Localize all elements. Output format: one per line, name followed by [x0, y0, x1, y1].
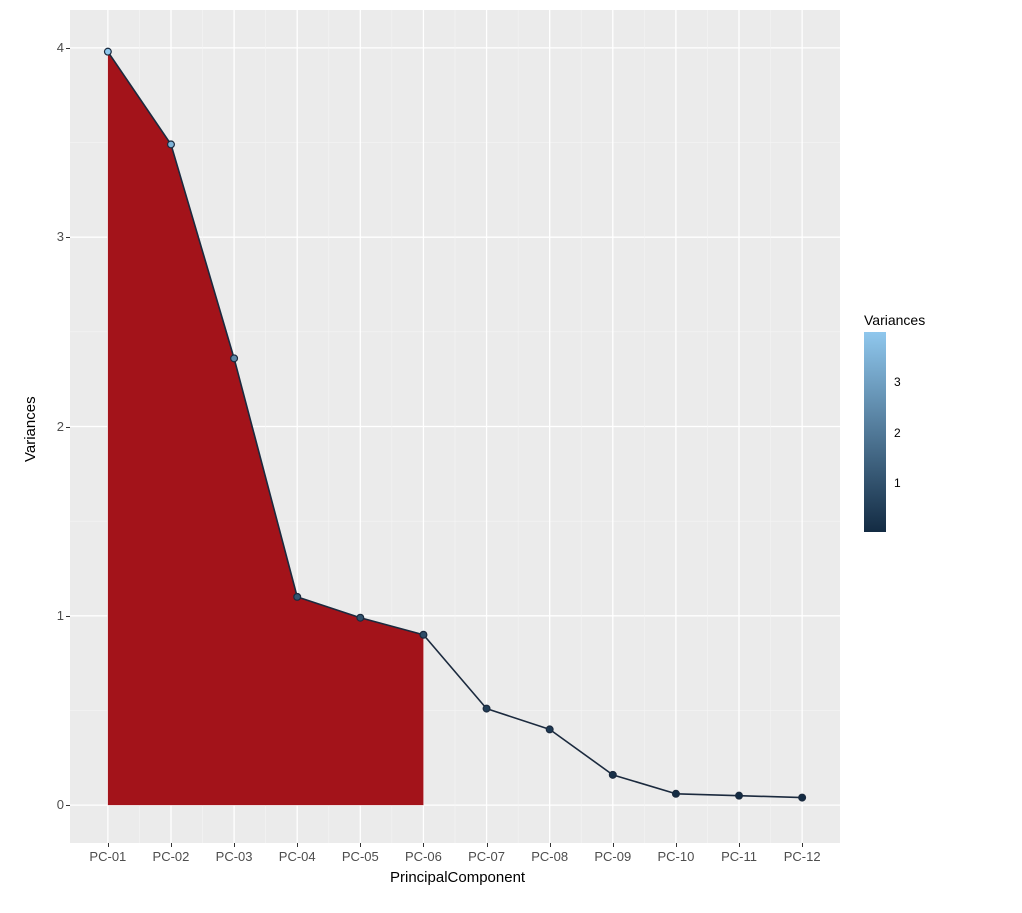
x-tick-mark — [487, 843, 488, 847]
y-tick-label: 1 — [44, 608, 64, 623]
x-tick-mark — [171, 843, 172, 847]
legend-tick-mark — [886, 382, 889, 383]
plot-svg — [70, 10, 840, 843]
x-tick-mark — [550, 843, 551, 847]
legend-tick-label: 3 — [894, 375, 901, 389]
x-tick-mark — [613, 843, 614, 847]
y-tick-label: 4 — [44, 40, 64, 55]
y-tick-mark — [66, 427, 70, 428]
x-tick-label: PC-02 — [153, 849, 190, 864]
x-tick-mark — [676, 843, 677, 847]
legend-title: Variances — [864, 312, 925, 328]
x-tick-label: PC-09 — [594, 849, 631, 864]
y-tick-mark — [66, 237, 70, 238]
x-tick-label: PC-08 — [531, 849, 568, 864]
x-tick-mark — [297, 843, 298, 847]
x-tick-label: PC-07 — [468, 849, 505, 864]
x-tick-mark — [234, 843, 235, 847]
x-axis-label: PrincipalComponent — [390, 869, 525, 886]
x-tick-label: PC-05 — [342, 849, 379, 864]
x-tick-label: PC-12 — [784, 849, 821, 864]
legend-colorbar — [864, 332, 886, 532]
plot-panel — [70, 10, 840, 843]
x-tick-label: PC-03 — [216, 849, 253, 864]
legend-tick-mark — [886, 483, 889, 484]
legend: Variances 1 2 3 — [864, 312, 925, 532]
x-tick-label: PC-11 — [721, 849, 757, 864]
y-tick-label: 2 — [44, 419, 64, 434]
legend-tick-label: 2 — [894, 426, 901, 440]
y-axis-label: Variances — [22, 396, 39, 462]
y-tick-mark — [66, 48, 70, 49]
x-tick-label: PC-06 — [405, 849, 442, 864]
x-tick-label: PC-01 — [89, 849, 126, 864]
x-tick-label: PC-10 — [657, 849, 694, 864]
x-tick-mark — [108, 843, 109, 847]
x-tick-mark — [739, 843, 740, 847]
x-tick-label: PC-04 — [279, 849, 316, 864]
x-tick-mark — [360, 843, 361, 847]
y-tick-label: 0 — [44, 797, 64, 812]
y-tick-label: 3 — [44, 229, 64, 244]
x-tick-mark — [802, 843, 803, 847]
legend-tick-mark — [886, 433, 889, 434]
y-tick-mark — [66, 616, 70, 617]
x-tick-mark — [423, 843, 424, 847]
y-tick-mark — [66, 805, 70, 806]
chart-container: Variances PrincipalComponent 0 1 2 3 4 PC-01… — [0, 0, 1022, 913]
legend-tick-label: 1 — [894, 476, 901, 490]
